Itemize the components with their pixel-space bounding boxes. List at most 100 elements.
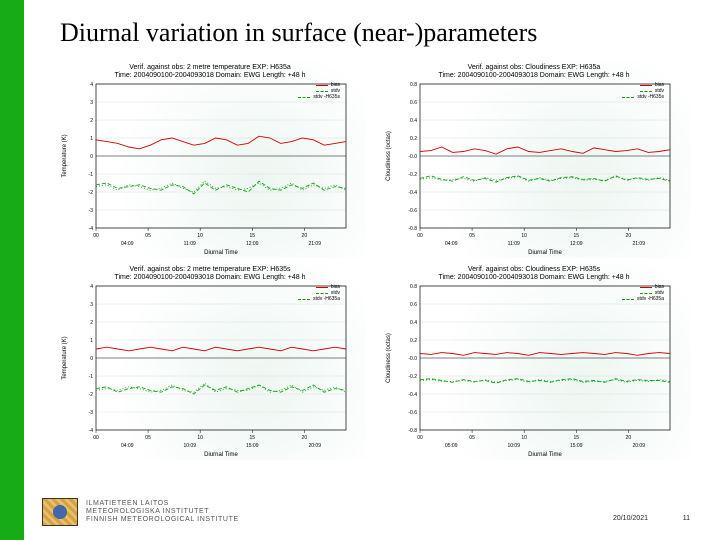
svg-text:0.8: 0.8 xyxy=(410,284,417,290)
svg-text:15: 15 xyxy=(249,435,255,441)
svg-text:05:09: 05:09 xyxy=(445,443,458,449)
svg-text:-0.0: -0.0 xyxy=(408,154,417,160)
svg-text:20: 20 xyxy=(626,435,632,441)
svg-text:11:09: 11:09 xyxy=(508,241,520,247)
svg-text:04:09: 04:09 xyxy=(445,241,458,247)
svg-text:15: 15 xyxy=(573,435,579,441)
svg-text:Temperature (K): Temperature (K) xyxy=(62,134,68,177)
svg-text:00: 00 xyxy=(417,233,423,239)
svg-text:-0.4: -0.4 xyxy=(408,190,417,196)
svg-text:05: 05 xyxy=(469,435,475,441)
svg-text:-0.2: -0.2 xyxy=(408,374,417,380)
svg-text:20: 20 xyxy=(302,233,308,239)
chart-legend: biasstdvstdv -H635a xyxy=(622,284,664,302)
institute-line-2: FINNISH METEOROLOGICAL INSTITUTE xyxy=(86,516,239,524)
svg-text:11:09: 11:09 xyxy=(184,241,196,247)
institute-text: ILMATIETEEN LAITOS METEOROLOGISKA INSTIT… xyxy=(86,500,239,524)
svg-text:0.4: 0.4 xyxy=(410,320,417,326)
svg-text:10:09: 10:09 xyxy=(183,443,196,449)
svg-text:10: 10 xyxy=(521,233,527,239)
svg-text:3: 3 xyxy=(90,100,93,106)
svg-text:-2: -2 xyxy=(89,190,94,196)
svg-text:-4: -4 xyxy=(89,226,94,232)
svg-text:05: 05 xyxy=(469,233,475,239)
svg-text:-0.8: -0.8 xyxy=(408,226,417,232)
svg-text:00: 00 xyxy=(417,435,423,441)
svg-text:20:09: 20:09 xyxy=(632,443,645,449)
svg-text:Diurnal Time: Diurnal Time xyxy=(528,250,562,256)
svg-text:12:09: 12:09 xyxy=(570,241,583,247)
svg-text:-0.2: -0.2 xyxy=(408,172,417,178)
svg-text:10: 10 xyxy=(197,435,203,441)
svg-text:00: 00 xyxy=(93,233,99,239)
series-line xyxy=(96,347,346,351)
svg-text:20: 20 xyxy=(626,233,632,239)
chart-panel-1: Verif. against obs: Cloudiness EXP: H635… xyxy=(378,62,690,258)
series-line xyxy=(420,176,670,182)
svg-text:2: 2 xyxy=(90,320,93,326)
svg-text:20: 20 xyxy=(302,435,308,441)
chart-panel-0: Verif. against obs: 2 metre temperature … xyxy=(54,62,366,258)
series-line xyxy=(420,353,670,356)
svg-text:15:09: 15:09 xyxy=(246,443,259,449)
svg-text:0.4: 0.4 xyxy=(410,118,417,124)
svg-text:-3: -3 xyxy=(89,208,94,214)
svg-text:10: 10 xyxy=(197,233,203,239)
svg-text:Diurnal Time: Diurnal Time xyxy=(204,250,238,256)
svg-text:0.8: 0.8 xyxy=(410,82,417,88)
series-line xyxy=(420,147,670,154)
svg-text:20:09: 20:09 xyxy=(308,443,321,449)
footer-date: 20/10/2021 xyxy=(613,515,648,522)
svg-text:0.2: 0.2 xyxy=(410,136,417,142)
svg-text:15: 15 xyxy=(249,233,255,239)
chart-grid: Verif. against obs: 2 metre temperature … xyxy=(54,62,694,460)
svg-text:-3: -3 xyxy=(89,410,94,416)
svg-text:0.6: 0.6 xyxy=(410,302,417,308)
svg-text:1: 1 xyxy=(90,338,93,344)
svg-text:04:09: 04:09 xyxy=(121,241,134,247)
svg-text:-0.0: -0.0 xyxy=(408,356,417,362)
svg-text:-0.6: -0.6 xyxy=(408,410,417,416)
svg-text:-0.6: -0.6 xyxy=(408,208,417,214)
svg-text:-2: -2 xyxy=(89,392,94,398)
svg-text:05: 05 xyxy=(145,233,151,239)
svg-text:0.6: 0.6 xyxy=(410,100,417,106)
chart-legend: biasstdvstdv -H635s xyxy=(622,82,664,100)
svg-text:04:09: 04:09 xyxy=(121,443,134,449)
svg-text:4: 4 xyxy=(90,284,93,290)
institute-line-1: METEOROLOGISKA INSTITUTET xyxy=(86,508,239,516)
svg-text:Cloudiness (octas): Cloudiness (octas) xyxy=(386,131,392,181)
svg-text:Diurnal Time: Diurnal Time xyxy=(528,452,562,458)
page-title: Diurnal variation in surface (near-)para… xyxy=(60,18,537,48)
accent-bar xyxy=(0,0,24,540)
svg-text:0.2: 0.2 xyxy=(410,338,417,344)
svg-text:00: 00 xyxy=(93,435,99,441)
svg-text:10:09: 10:09 xyxy=(507,443,520,449)
chart-panel-3: Verif. against obs: Cloudiness EXP: H635… xyxy=(378,264,690,460)
footer-logo: ILMATIETEEN LAITOS METEOROLOGISKA INSTIT… xyxy=(42,498,239,526)
svg-text:-4: -4 xyxy=(89,428,94,434)
svg-text:10: 10 xyxy=(521,435,527,441)
svg-text:Temperature (K): Temperature (K) xyxy=(62,336,68,379)
svg-text:Diurnal Time: Diurnal Time xyxy=(204,452,238,458)
svg-text:21:09: 21:09 xyxy=(632,241,645,247)
chart-legend: biasstdvstdv -H635a xyxy=(298,284,340,302)
series-line xyxy=(96,181,346,192)
svg-text:-1: -1 xyxy=(89,172,94,178)
chart-panel-2: Verif. against obs: 2 metre temperature … xyxy=(54,264,366,460)
footer-page-number: 11 xyxy=(683,515,690,522)
svg-text:05: 05 xyxy=(145,435,151,441)
institute-line-0: ILMATIETEEN LAITOS xyxy=(86,500,239,508)
svg-text:0: 0 xyxy=(90,154,93,160)
svg-text:2: 2 xyxy=(90,118,93,124)
svg-text:-0.8: -0.8 xyxy=(408,428,417,434)
svg-text:4: 4 xyxy=(90,82,93,88)
svg-text:Cloudiness (octas): Cloudiness (octas) xyxy=(386,333,392,383)
svg-text:0: 0 xyxy=(90,356,93,362)
chart-legend: biasstdvstdv -H635s xyxy=(298,82,340,100)
svg-text:1: 1 xyxy=(90,136,93,142)
svg-text:21:09: 21:09 xyxy=(308,241,321,247)
svg-text:3: 3 xyxy=(90,302,93,308)
svg-text:-1: -1 xyxy=(89,374,94,380)
svg-text:15:09: 15:09 xyxy=(570,443,583,449)
